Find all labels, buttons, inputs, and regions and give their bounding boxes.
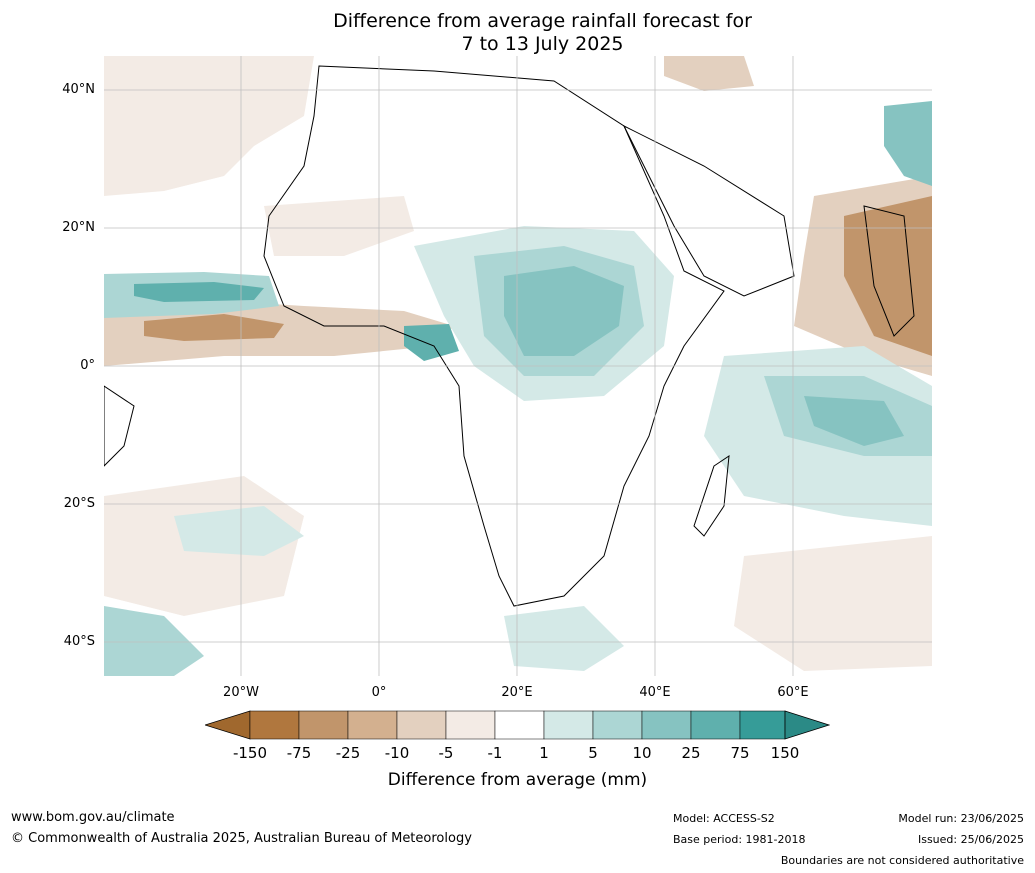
footer-model-run: Model run: 23/06/2025 (898, 812, 1024, 825)
legend-tick-1: -150 (232, 744, 268, 762)
legend-swatch-1 (249, 710, 300, 740)
wet-area-south-atlantic (174, 506, 304, 556)
wet-area-arabian-north (884, 101, 932, 186)
legend-tick-11: 75 (730, 744, 750, 762)
africa-coastline (263, 65, 725, 607)
legend-tick-9: 10 (632, 744, 652, 762)
dry-area-north-atlantic (104, 56, 314, 196)
dry-area-mediterranean (664, 56, 754, 91)
legend-swatch-11 (739, 710, 786, 740)
legend-colorbar (205, 710, 830, 740)
legend-swatch-7 (543, 710, 594, 740)
title-line-2: 7 to 13 July 2025 (461, 33, 624, 55)
lat-label-40n: 40°N (62, 82, 95, 97)
footer-model: Model: ACCESS-S2 (673, 812, 775, 825)
legend-swatch-9 (641, 710, 692, 740)
legend-swatch-5 (445, 710, 496, 740)
footer-disclaimer: Boundaries are not considered authoritat… (780, 854, 1024, 867)
legend-swatch-6 (494, 710, 545, 740)
legend-tick-7: 1 (539, 744, 549, 762)
wet-core-central-africa (504, 266, 624, 356)
legend-swatch-8 (592, 710, 643, 740)
arabia-coastline (622, 124, 795, 297)
legend-swatch-2 (298, 710, 349, 740)
footer-issued: Issued: 25/06/2025 (917, 833, 1024, 846)
legend-swatch-10 (690, 710, 741, 740)
wet-core-indian-ocean (804, 396, 904, 446)
legend-arrow-right (784, 710, 830, 740)
dry-area-southern-indian (734, 536, 932, 671)
rainfall-map (104, 56, 932, 676)
lon-label-20e: 20°E (501, 685, 533, 700)
lat-label-20n: 20°N (62, 220, 95, 235)
legend-tick-6: -1 (487, 744, 503, 762)
map-title: Difference from average rainfall forecas… (0, 10, 1035, 56)
legend-tick-8: 5 (588, 744, 598, 762)
dry-area-sahel-west (264, 196, 414, 256)
footer-website: www.bom.gov.au/climate (11, 810, 175, 825)
legend-tick-2: -75 (286, 744, 312, 762)
lon-label-0: 0° (371, 685, 387, 700)
wetter-areas (104, 101, 932, 676)
lon-label-60e: 60°E (777, 685, 809, 700)
dry-core-india (844, 196, 932, 356)
wet-area-south-africa (504, 606, 624, 671)
legend-tick-12: 150 (770, 744, 800, 762)
lat-label-40s: 40°S (63, 634, 95, 649)
legend-swatch-3 (347, 710, 398, 740)
dry-core-gulf-guinea (144, 314, 284, 341)
south-america-coastline (104, 385, 135, 467)
legend-tick-10: 25 (681, 744, 701, 762)
madagascar-coastline (693, 454, 730, 537)
wet-area-gulf-guinea (404, 324, 459, 361)
legend-tick-3: -25 (335, 744, 361, 762)
title-line-1: Difference from average rainfall forecas… (333, 10, 752, 32)
graticule (104, 56, 932, 676)
lat-label-equator: 0° (80, 358, 95, 373)
legend-arrow-left (205, 710, 251, 740)
legend-tick-4: -10 (384, 744, 410, 762)
india-coastline (863, 205, 915, 337)
footer-copyright: © Commonwealth of Australia 2025, Austra… (11, 831, 472, 846)
wet-area-southwest (104, 606, 204, 676)
lon-label-40e: 40°E (639, 685, 671, 700)
legend-swatch-4 (396, 710, 447, 740)
lon-label-20w: 20°W (223, 685, 259, 700)
wet-core-tropical-atlantic (134, 282, 264, 302)
lat-label-20s: 20°S (63, 496, 95, 511)
legend-title: Difference from average (mm) (387, 770, 648, 790)
coastlines (104, 65, 915, 607)
legend-tick-5: -5 (438, 744, 454, 762)
footer-base-period: Base period: 1981-2018 (673, 833, 806, 846)
